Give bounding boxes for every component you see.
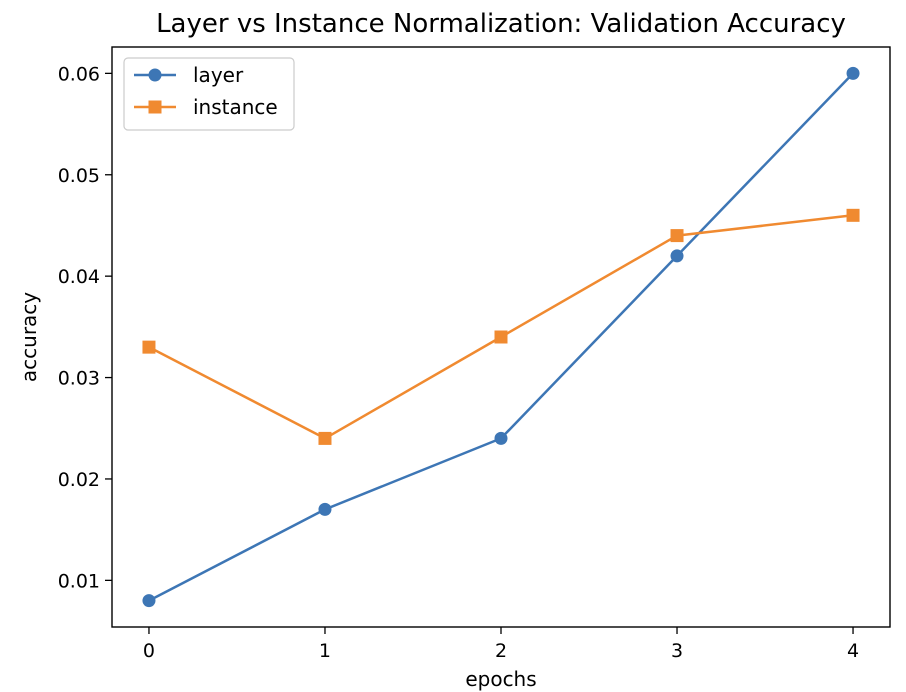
data-point-layer [318,502,332,516]
x-tick-label: 3 [671,640,683,662]
data-point-instance [670,229,684,243]
plot-frame [111,46,891,628]
ticks: 0 1 2 3 4 0.01 0.02 0.03 0.04 0.05 0.06 [58,63,859,662]
y-axis-label: accuracy [17,292,41,382]
legend-label-instance: instance [193,95,278,119]
legend-marker-instance [148,100,162,114]
data-point-instance [142,340,156,354]
x-tick-label: 0 [143,640,155,662]
x-tick-label: 2 [495,640,507,662]
y-tick-label: 0.05 [58,165,100,187]
data-point-instance [846,208,860,222]
x-tick-label: 1 [319,640,331,662]
y-tick-label: 0.06 [58,63,100,85]
data-point-layer [142,594,156,608]
data-point-layer [670,249,684,263]
legend: layer instance [123,57,295,131]
data-point-layer [494,431,508,445]
y-tick-label: 0.03 [58,368,100,390]
x-tick-label: 4 [847,640,859,662]
plot-area [142,66,860,608]
series-line-instance [148,214,854,440]
data-point-instance [494,330,508,344]
legend-label-layer: layer [193,63,244,87]
x-axis-label: epochs [465,667,536,691]
y-tick-label: 0.04 [58,266,100,288]
y-tick-label: 0.02 [58,469,100,491]
y-tick-label: 0.01 [58,570,100,592]
legend-marker-layer [148,68,162,82]
data-point-instance [318,431,332,445]
data-point-layer [846,66,860,80]
chart-title: Layer vs Instance Normalization: Validat… [156,9,846,39]
